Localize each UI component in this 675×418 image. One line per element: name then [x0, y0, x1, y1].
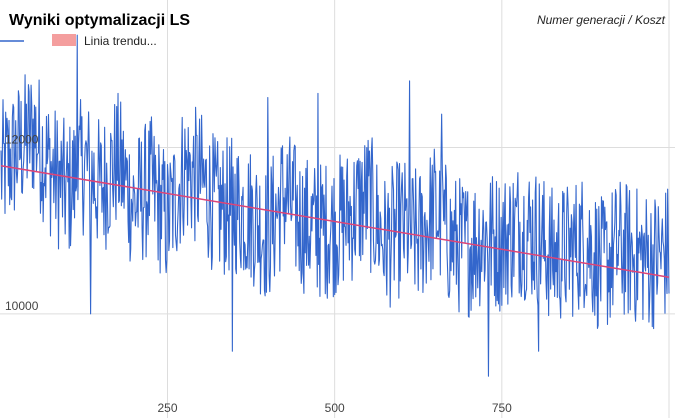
trend-line — [0, 165, 670, 278]
y-tick-label: 10000 — [5, 299, 39, 313]
legend: Linia trendu... — [0, 34, 157, 48]
trend-series — [0, 165, 670, 278]
cost-series — [0, 34, 670, 377]
x-tick-label: 500 — [325, 401, 345, 415]
x-tick-label: 250 — [157, 401, 177, 415]
x-tick-label: 750 — [492, 401, 512, 415]
legend-swatch-trend — [52, 34, 76, 46]
chart-title: Wyniki optymalizacji LS — [9, 12, 190, 29]
axis-ticks: 250 500 750 10000 12000 — [5, 132, 512, 415]
y-tick-label: 12000 — [5, 132, 39, 146]
cost-series-line — [0, 34, 670, 377]
legend-label-trend: Linia trendu... — [84, 34, 157, 48]
chart-subtitle: Numer generacji / Koszt — [537, 13, 666, 27]
